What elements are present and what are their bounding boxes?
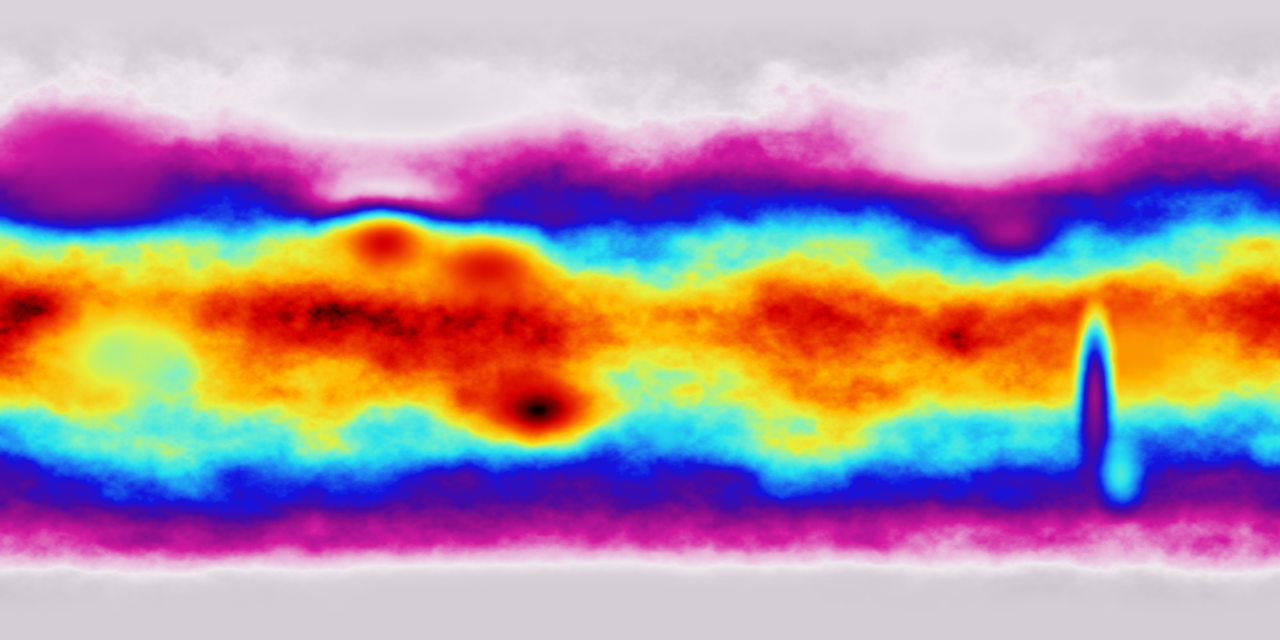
temperature-map-viewport	[0, 0, 1280, 640]
global-temperature-heatmap	[0, 0, 1280, 640]
